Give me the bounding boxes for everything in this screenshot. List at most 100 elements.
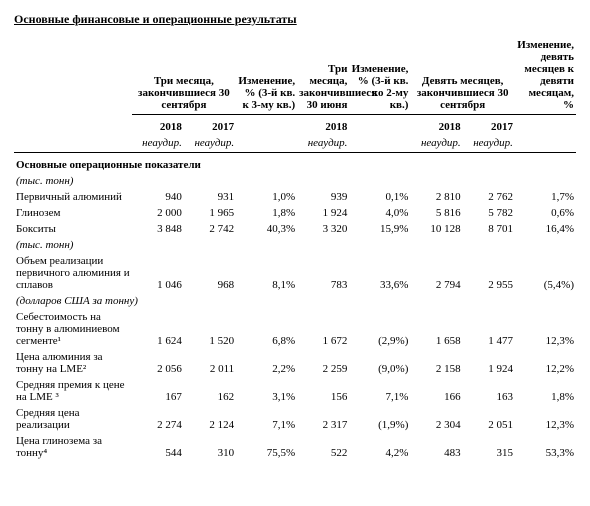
cell: 12,3% bbox=[515, 309, 576, 349]
cell: 1 924 bbox=[297, 205, 349, 221]
cell: 163 bbox=[463, 377, 515, 405]
cell: 931 bbox=[184, 189, 236, 205]
table-row: Первичный алюминий 940 931 1,0% 939 0,1%… bbox=[14, 189, 576, 205]
cell: 522 bbox=[297, 433, 349, 461]
cell: 8 701 bbox=[463, 221, 515, 237]
table-row: Бокситы 3 848 2 742 40,3% 3 320 15,9% 10… bbox=[14, 221, 576, 237]
cell: 1,0% bbox=[236, 189, 297, 205]
row-label: Себестоимость на тонну в алюминиевом сег… bbox=[14, 309, 132, 349]
row-label: Первичный алюминий bbox=[14, 189, 132, 205]
cell: 3,1% bbox=[236, 377, 297, 405]
cell: (9,0%) bbox=[349, 349, 410, 377]
cell: (1,9%) bbox=[349, 405, 410, 433]
year-2018-a: 2018 bbox=[132, 115, 184, 136]
unit-row-tonnes-2: (тыс. тонн) bbox=[14, 237, 576, 253]
col-group-3m-jun: Три месяца, закончившиеся 30 июня bbox=[297, 37, 349, 115]
unaud-4: неаудир. bbox=[410, 135, 462, 153]
cell: 2 794 bbox=[410, 253, 462, 293]
cell: 4,2% bbox=[349, 433, 410, 461]
row-label: Цена алюминия за тонну на LME² bbox=[14, 349, 132, 377]
cell: 3 848 bbox=[132, 221, 184, 237]
cell: 2 274 bbox=[132, 405, 184, 433]
cell: 2 051 bbox=[463, 405, 515, 433]
year-2018-c: 2018 bbox=[410, 115, 462, 136]
col-group-3m-sep: Три месяца, закончившиеся 30 сентября bbox=[132, 37, 237, 115]
cell: 1,8% bbox=[236, 205, 297, 221]
page-title: Основные финансовые и операционные резул… bbox=[14, 12, 576, 27]
table-row: Объем реализации первичного алюминия и с… bbox=[14, 253, 576, 293]
section-row: Основные операционные показатели bbox=[14, 153, 576, 174]
financial-table: Три месяца, закончившиеся 30 сентября Из… bbox=[14, 37, 576, 461]
cell: 2 158 bbox=[410, 349, 462, 377]
year-2018-b: 2018 bbox=[297, 115, 349, 136]
cell: 783 bbox=[297, 253, 349, 293]
unit-row-tonnes-1: (тыс. тонн) bbox=[14, 173, 576, 189]
cell: 0,1% bbox=[349, 189, 410, 205]
cell: 5 816 bbox=[410, 205, 462, 221]
cell: 2 810 bbox=[410, 189, 462, 205]
cell: 156 bbox=[297, 377, 349, 405]
cell: 1,7% bbox=[515, 189, 576, 205]
cell: 3 320 bbox=[297, 221, 349, 237]
cell: 4,0% bbox=[349, 205, 410, 221]
unaud-2: неаудир. bbox=[184, 135, 236, 153]
cell: 2 742 bbox=[184, 221, 236, 237]
cell: 2 317 bbox=[297, 405, 349, 433]
row-label: Бокситы bbox=[14, 221, 132, 237]
cell: 2 056 bbox=[132, 349, 184, 377]
cell: 7,1% bbox=[349, 377, 410, 405]
year-2017-a: 2017 bbox=[184, 115, 236, 136]
header-group-row: Три месяца, закончившиеся 30 сентября Из… bbox=[14, 37, 576, 115]
cell: 2 304 bbox=[410, 405, 462, 433]
cell: 1 477 bbox=[463, 309, 515, 349]
cell: 2,2% bbox=[236, 349, 297, 377]
cell: 2 955 bbox=[463, 253, 515, 293]
cell: 16,4% bbox=[515, 221, 576, 237]
cell: 1 046 bbox=[132, 253, 184, 293]
row-label: Цена глинозема за тонну⁴ bbox=[14, 433, 132, 461]
table-row: Себестоимость на тонну в алюминиевом сег… bbox=[14, 309, 576, 349]
cell: 6,8% bbox=[236, 309, 297, 349]
cell: 167 bbox=[132, 377, 184, 405]
col-change-qoq-yoy: Изменение, % (3-й кв. к 3-му кв.) bbox=[236, 37, 297, 115]
table-row: Цена алюминия за тонну на LME² 2 056 2 0… bbox=[14, 349, 576, 377]
cell: 7,1% bbox=[236, 405, 297, 433]
cell: 2 011 bbox=[184, 349, 236, 377]
cell: 1 672 bbox=[297, 309, 349, 349]
cell: 2 762 bbox=[463, 189, 515, 205]
cell: 12,3% bbox=[515, 405, 576, 433]
table-row: Глинозем 2 000 1 965 1,8% 1 924 4,0% 5 8… bbox=[14, 205, 576, 221]
cell: 1 965 bbox=[184, 205, 236, 221]
cell: 5 782 bbox=[463, 205, 515, 221]
cell: 1 624 bbox=[132, 309, 184, 349]
table-row: Средняя цена реализации 2 274 2 124 7,1%… bbox=[14, 405, 576, 433]
cell: 33,6% bbox=[349, 253, 410, 293]
cell: 968 bbox=[184, 253, 236, 293]
table-row: Средняя премия к цене на LME ³ 167 162 3… bbox=[14, 377, 576, 405]
cell: (2,9%) bbox=[349, 309, 410, 349]
col-change-9m: Изменение, девять месяцев к девяти месяц… bbox=[515, 37, 576, 115]
table-row: Цена глинозема за тонну⁴ 544 310 75,5% 5… bbox=[14, 433, 576, 461]
cell: 2 000 bbox=[132, 205, 184, 221]
unaudited-row: неаудир. неаудир. неаудир. неаудир. неау… bbox=[14, 135, 576, 153]
year-row: 2018 2017 2018 2018 2017 bbox=[14, 115, 576, 136]
cell: 162 bbox=[184, 377, 236, 405]
cell: 544 bbox=[132, 433, 184, 461]
col-group-9m-sep: Девять месяцев, закончившиеся 30 сентябр… bbox=[410, 37, 515, 115]
cell: 53,3% bbox=[515, 433, 576, 461]
cell: 0,6% bbox=[515, 205, 576, 221]
unaud-3: неаудир. bbox=[297, 135, 349, 153]
row-label: Средняя премия к цене на LME ³ bbox=[14, 377, 132, 405]
cell: 939 bbox=[297, 189, 349, 205]
unaud-5: неаудир. bbox=[463, 135, 515, 153]
cell: 2 124 bbox=[184, 405, 236, 433]
row-label: Средняя цена реализации bbox=[14, 405, 132, 433]
cell: 483 bbox=[410, 433, 462, 461]
cell: 1,8% bbox=[515, 377, 576, 405]
cell: 75,5% bbox=[236, 433, 297, 461]
section-heading: Основные операционные показатели bbox=[14, 153, 576, 174]
row-label: Объем реализации первичного алюминия и с… bbox=[14, 253, 132, 293]
row-label: Глинозем bbox=[14, 205, 132, 221]
col-change-qoq: Изменение, % (3-й кв. ко 2-му кв.) bbox=[349, 37, 410, 115]
cell: (5,4%) bbox=[515, 253, 576, 293]
